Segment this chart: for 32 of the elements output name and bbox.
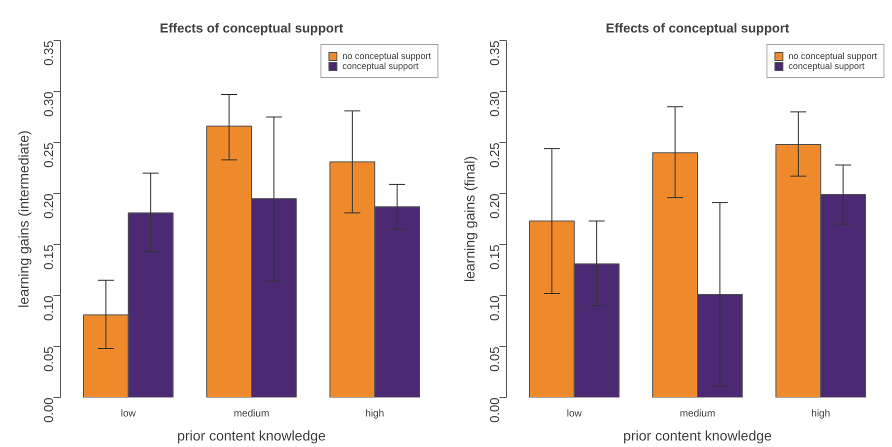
y-tick-label: 0.10	[487, 295, 502, 321]
y-tick-label: 0.05	[41, 346, 56, 372]
x-tick-label: low	[566, 408, 583, 420]
y-tick-label: 0.35	[487, 40, 502, 66]
legend-label: conceptual support	[788, 61, 864, 71]
y-tick-label: 0.25	[41, 142, 56, 168]
x-tick-label: medium	[234, 408, 270, 420]
legend-label: no conceptual support	[342, 51, 431, 61]
legend-label: no conceptual support	[788, 51, 877, 61]
x-tick-label: high	[365, 408, 384, 420]
y-tick-label: 0.00	[41, 397, 56, 423]
y-tick-label: 0.20	[487, 193, 502, 219]
y-axis-title: learning gains (intermediate)	[16, 130, 32, 308]
legend-label: conceptual support	[342, 61, 418, 71]
y-tick-label: 0.35	[41, 40, 56, 66]
y-tick-label: 0.30	[41, 91, 56, 117]
y-tick-label: 0.10	[41, 295, 56, 321]
y-tick-label: 0.20	[41, 193, 56, 219]
x-axis-title: prior content knowledge	[177, 428, 326, 444]
x-tick-label: high	[811, 408, 830, 420]
x-tick-label: medium	[680, 408, 716, 420]
x-axis-title: prior content knowledge	[623, 428, 772, 444]
y-tick-label: 0.15	[487, 244, 502, 270]
y-tick-label: 0.30	[487, 91, 502, 117]
y-tick-label: 0.00	[487, 397, 502, 423]
y-tick-label: 0.25	[487, 142, 502, 168]
x-tick-label: low	[120, 408, 137, 420]
y-tick-label: 0.05	[487, 346, 502, 372]
chart-title: Effects of conceptual support	[606, 20, 790, 36]
y-tick-label: 0.15	[41, 244, 56, 270]
chart-title: Effects of conceptual support	[160, 20, 344, 36]
y-axis-title: learning gains (final)	[462, 156, 478, 282]
